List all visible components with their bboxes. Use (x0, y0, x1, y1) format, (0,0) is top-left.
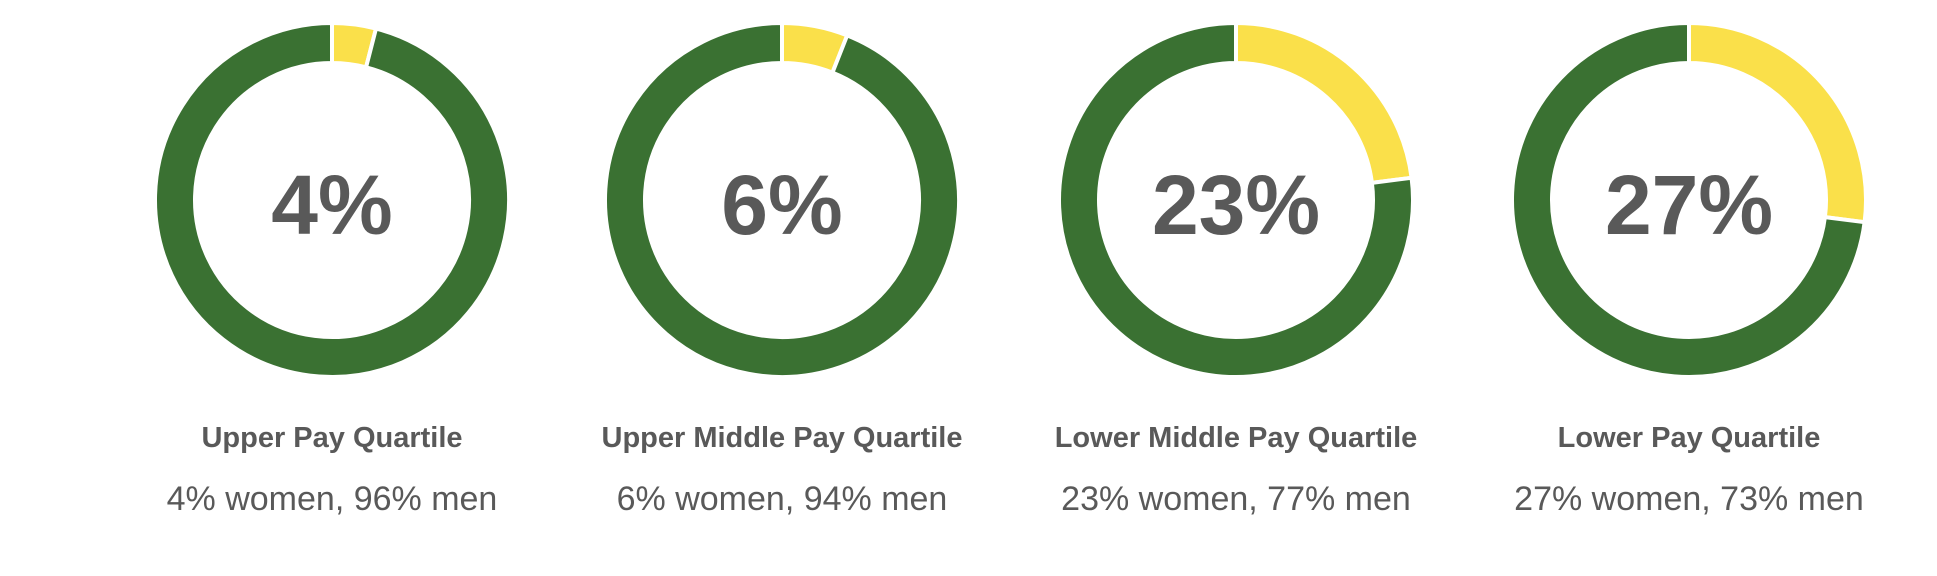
quartile-split-upper: 4% women, 96% men (166, 480, 498, 518)
center-percentage-upper-middle: 6% (721, 158, 842, 252)
quartile-panel-lower-middle: 23% Lower Middle Pay Quartile 23% women,… (1010, 0, 1462, 576)
donut-chart-lower-middle: 23% (1057, 20, 1415, 379)
quartile-split-lower-middle: 23% women, 77% men (1061, 480, 1411, 518)
donut-chart-upper-middle: 6% (603, 20, 961, 379)
donut-chart-upper: 4% (153, 20, 511, 379)
donut-slice-men (603, 20, 961, 379)
quartile-title-lower: Lower Pay Quartile (1557, 422, 1821, 454)
donut-slice-men (153, 20, 511, 379)
donut-chart-lower: 27% (1510, 20, 1868, 379)
center-percentage-lower-middle: 23% (1152, 158, 1320, 252)
center-percentage-lower: 27% (1605, 158, 1773, 252)
quartile-title-upper: Upper Pay Quartile (201, 422, 463, 454)
quartile-split-lower: 27% women, 73% men (1514, 480, 1864, 518)
quartile-panel-upper-middle: 6% Upper Middle Pay Quartile 6% women, 9… (556, 0, 1008, 576)
center-percentage-upper: 4% (271, 158, 392, 252)
quartile-title-lower-middle: Lower Middle Pay Quartile (1054, 422, 1418, 454)
quartile-split-upper-middle: 6% women, 94% men (616, 480, 948, 518)
quartile-panel-upper: 4% Upper Pay Quartile 4% women, 96% men (106, 0, 558, 576)
quartile-panel-lower: 27% Lower Pay Quartile 27% women, 73% me… (1463, 0, 1915, 576)
donut-slice-men (1510, 20, 1867, 379)
quartile-title-upper-middle: Upper Middle Pay Quartile (601, 422, 963, 454)
donut-slice-men (1057, 20, 1415, 379)
